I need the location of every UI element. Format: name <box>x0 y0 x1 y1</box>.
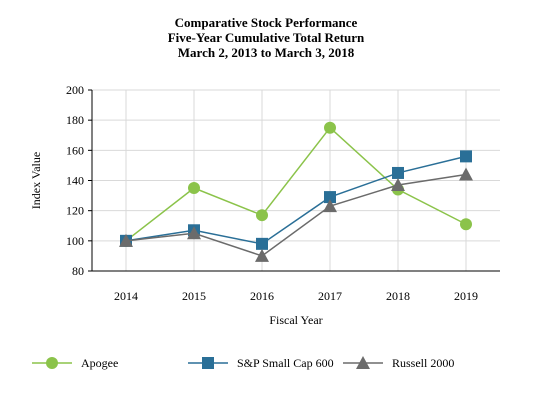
data-point <box>188 182 200 195</box>
y-tick-label: 80 <box>72 264 84 278</box>
data-point <box>187 226 201 240</box>
legend-label: Apogee <box>81 356 118 370</box>
legend-item: Russell 2000 <box>343 356 454 370</box>
y-tick-labels: 80 100 120 140 160 180 200 <box>66 83 84 278</box>
y-tick-label: 200 <box>66 83 84 97</box>
x-tick-label: 2018 <box>386 289 410 303</box>
series-line <box>125 173 467 257</box>
data-point <box>460 218 472 231</box>
x-tick-label: 2014 <box>114 289 138 303</box>
axes <box>88 89 500 272</box>
y-tick-label: 120 <box>66 204 84 218</box>
data-point <box>119 233 133 247</box>
data-point <box>324 121 336 134</box>
x-tick-label: 2019 <box>454 289 478 303</box>
legend-marker <box>202 357 214 369</box>
legend-marker <box>46 357 58 369</box>
series <box>119 121 473 262</box>
legend-label: S&P Small Cap 600 <box>237 356 334 370</box>
y-tick-label: 160 <box>66 143 84 157</box>
data-point <box>459 167 473 181</box>
x-tick-label: 2017 <box>318 289 342 303</box>
grid <box>92 89 500 272</box>
series-line <box>125 155 467 245</box>
y-axis-label: Index Value <box>29 152 43 209</box>
x-tick-label: 2015 <box>182 289 206 303</box>
legend-label: Russell 2000 <box>392 356 454 370</box>
data-point <box>460 150 472 163</box>
legend-item: S&P Small Cap 600 <box>188 356 334 370</box>
series-line <box>125 126 467 242</box>
series-s-p-small-cap-600 <box>120 150 472 250</box>
data-point <box>392 166 404 179</box>
y-tick-label: 140 <box>66 174 84 188</box>
x-axis-label: Fiscal Year <box>269 313 322 327</box>
chart-title-line: March 2, 2013 to March 3, 2018 <box>178 45 355 60</box>
chart-title-line: Five-Year Cumulative Total Return <box>168 30 365 45</box>
data-point <box>391 178 405 192</box>
series-apogee <box>120 121 472 247</box>
y-tick-label: 180 <box>66 113 84 127</box>
legend-item: Apogee <box>32 356 118 370</box>
x-tick-labels: 2014 2015 2016 2017 2018 2019 <box>114 289 478 303</box>
y-tick-label: 100 <box>66 234 84 248</box>
data-point <box>323 199 337 213</box>
x-tick-label: 2016 <box>250 289 274 303</box>
data-point <box>256 209 268 222</box>
data-point <box>255 248 269 262</box>
data-point <box>324 191 336 204</box>
series-russell-2000 <box>119 167 473 262</box>
legend-marker <box>356 356 370 369</box>
data-point <box>256 237 268 250</box>
legend: Apogee S&P Small Cap 600 Russell 2000 <box>32 356 454 370</box>
chart-title-line: Comparative Stock Performance <box>175 15 358 30</box>
